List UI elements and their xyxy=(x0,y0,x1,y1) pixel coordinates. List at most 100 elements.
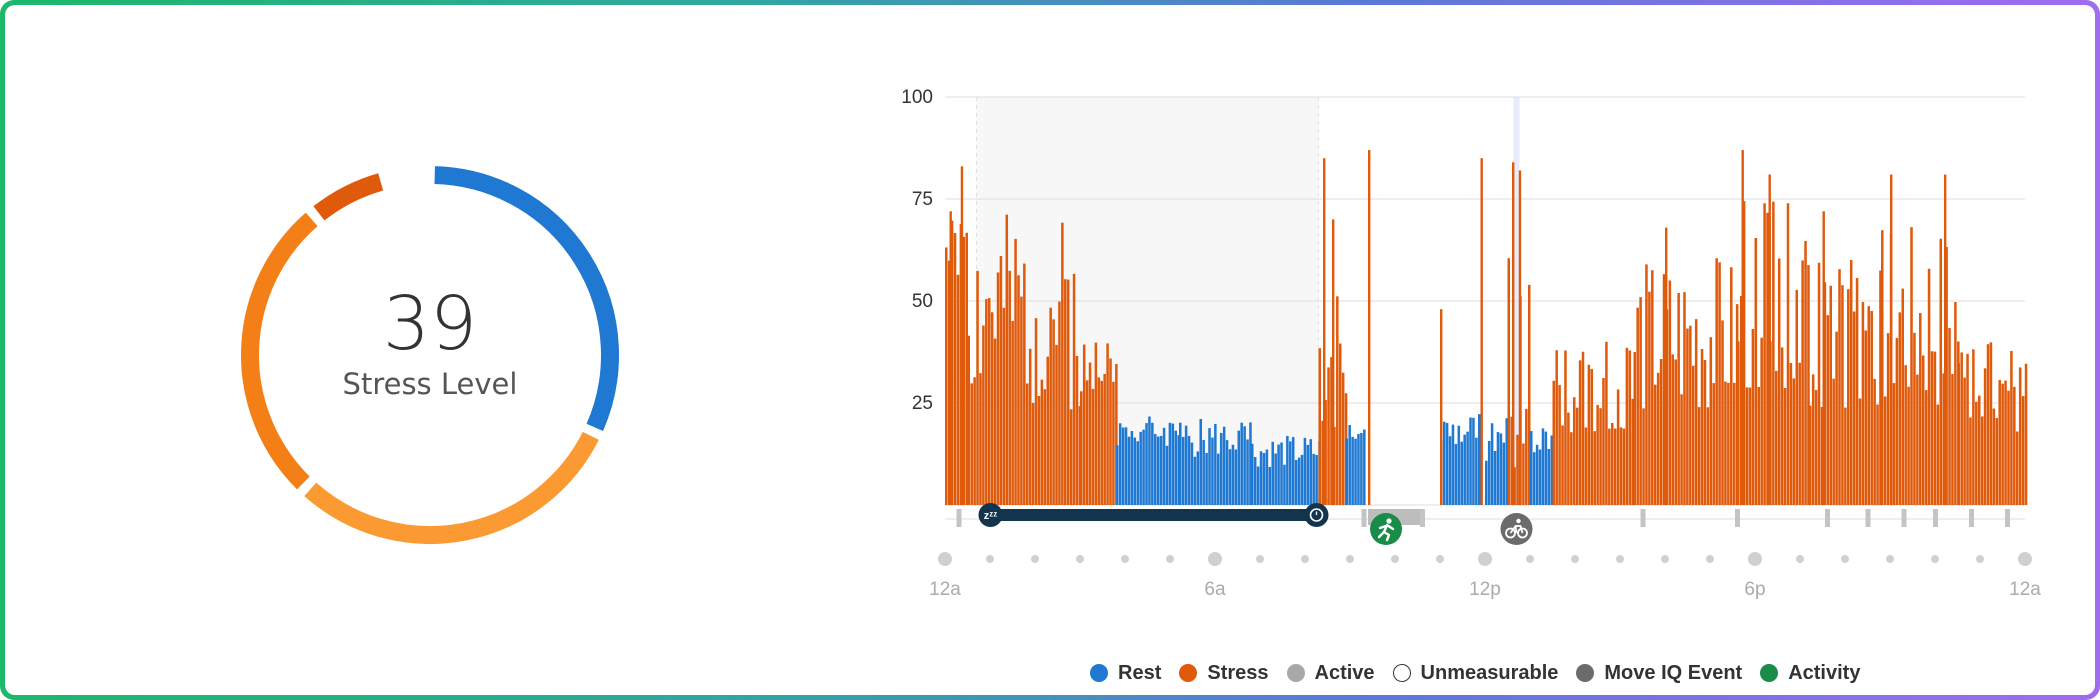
stress-bar xyxy=(1867,306,1871,505)
stress-bar xyxy=(1510,416,1513,505)
rest-bar xyxy=(1294,459,1298,505)
stress-bar xyxy=(1895,338,1899,505)
rest-bar xyxy=(1127,436,1131,505)
hour-dot xyxy=(986,555,994,563)
stress-bar xyxy=(1659,359,1663,505)
stress-bar xyxy=(1648,291,1651,505)
rest-bar xyxy=(1116,445,1119,505)
rest-bar xyxy=(1289,441,1292,505)
sleep-start-icon[interactable] xyxy=(978,503,1003,527)
stress-spike-bar xyxy=(1741,150,1744,505)
stress-bar xyxy=(1754,237,1758,506)
stress-bar xyxy=(1737,341,1740,505)
stress-bar xyxy=(1763,203,1766,506)
stress-bar xyxy=(1645,264,1648,505)
runner-head xyxy=(1386,518,1392,524)
hour-dot xyxy=(1121,555,1129,563)
stress-bar xyxy=(1014,238,1017,506)
stress-bar xyxy=(1832,378,1835,505)
stress-bar xyxy=(1700,349,1704,505)
bike-wheel xyxy=(1505,527,1516,539)
stress-bar xyxy=(1786,203,1790,505)
stress-spike-bar xyxy=(1890,174,1893,505)
stress-bar xyxy=(970,383,973,505)
stress-bar xyxy=(2001,383,2004,505)
rest-bar xyxy=(1228,449,1232,505)
rest-bar xyxy=(1445,422,1449,505)
rest-bar xyxy=(1237,430,1241,505)
stress-bar xyxy=(1814,390,1818,505)
rest-bar xyxy=(1177,435,1180,505)
hour-dot xyxy=(1166,555,1174,563)
stress-bar xyxy=(1636,307,1639,505)
stress-bar xyxy=(1055,344,1058,505)
rest-bar xyxy=(1193,456,1197,505)
stress-bar xyxy=(2024,363,2028,505)
stress-bar xyxy=(1966,353,1969,505)
rest-bar xyxy=(1190,442,1194,505)
hour-dot xyxy=(1526,555,1534,563)
stress-bar xyxy=(1639,297,1642,505)
rest-bar xyxy=(1493,450,1497,505)
stress-bar xyxy=(1892,383,1896,505)
stress-bar xyxy=(1772,201,1775,505)
stress-bar xyxy=(1703,359,1707,505)
stress-bar xyxy=(1336,296,1339,505)
bike-frame xyxy=(1509,525,1524,534)
rest-bar xyxy=(1354,438,1357,505)
stress-bar xyxy=(1951,373,1954,505)
legend-label: Active xyxy=(1314,661,1375,684)
rest-bar xyxy=(1231,444,1235,505)
runner-body xyxy=(1377,523,1395,542)
running-icon[interactable] xyxy=(1370,513,1402,545)
stress-bar xyxy=(1100,380,1103,505)
rest-bar xyxy=(1159,435,1163,505)
stress-bar xyxy=(1792,378,1796,505)
legend-label: Activity xyxy=(1788,661,1861,684)
stress-bar xyxy=(1611,422,1614,505)
stress-bar xyxy=(1919,313,1922,505)
stress-bar xyxy=(1028,348,1032,505)
stress-bar xyxy=(1686,328,1689,505)
stress-bar xyxy=(945,247,948,506)
stress-bar xyxy=(1075,355,1079,505)
hour-dot xyxy=(1931,555,1939,563)
rest-bar xyxy=(1130,431,1134,505)
stress-bar xyxy=(1706,407,1710,505)
rest-bar xyxy=(1312,453,1315,505)
hour-dot xyxy=(1346,555,1354,563)
stress-bar xyxy=(1608,428,1611,505)
rider-head xyxy=(1516,518,1521,524)
rest-bar xyxy=(1485,460,1488,505)
rest-bar xyxy=(1541,428,1545,505)
stress-bar xyxy=(1680,394,1683,505)
stress-bar xyxy=(973,377,976,505)
legend-item-unmeasurable: Unmeasurable xyxy=(1392,662,1558,685)
legend-item-activity: Activity xyxy=(1760,662,1860,685)
stress-bar xyxy=(1847,289,1850,505)
stress-bar xyxy=(1662,274,1666,505)
major-hour-dot xyxy=(1478,552,1492,566)
rest-bar xyxy=(1547,449,1551,505)
stress-bar xyxy=(1596,404,1599,505)
stress-bar xyxy=(1066,279,1070,505)
legend-swatch xyxy=(1179,664,1198,682)
stress-bar xyxy=(987,298,991,505)
stress-bar xyxy=(1058,301,1061,505)
cycling-icon[interactable] xyxy=(1500,513,1533,545)
rest-bar xyxy=(1174,430,1178,505)
stress-bar xyxy=(1115,364,1118,505)
rest-bar xyxy=(1136,441,1139,505)
rest-bar xyxy=(1240,422,1243,505)
stress-timeline-chart: 25 50 75 100 zᶻᶻ 12a 6a 12p 6p 12a xyxy=(901,87,2041,600)
hour-dot xyxy=(1571,555,1579,563)
stress-card: 39 Stress Level 25 50 75 100 zᶻᶻ 12a 6a 12p 6p 12… xyxy=(5,5,2095,695)
stress-bar xyxy=(1954,302,1957,505)
stress-bar xyxy=(1097,377,1101,505)
rest-bar xyxy=(1196,451,1200,505)
stress-bar xyxy=(1094,342,1098,505)
stress-bar xyxy=(1732,382,1736,505)
stress-bar xyxy=(1852,311,1856,505)
stress-bar xyxy=(1321,420,1324,505)
stress-bar xyxy=(1625,347,1629,505)
